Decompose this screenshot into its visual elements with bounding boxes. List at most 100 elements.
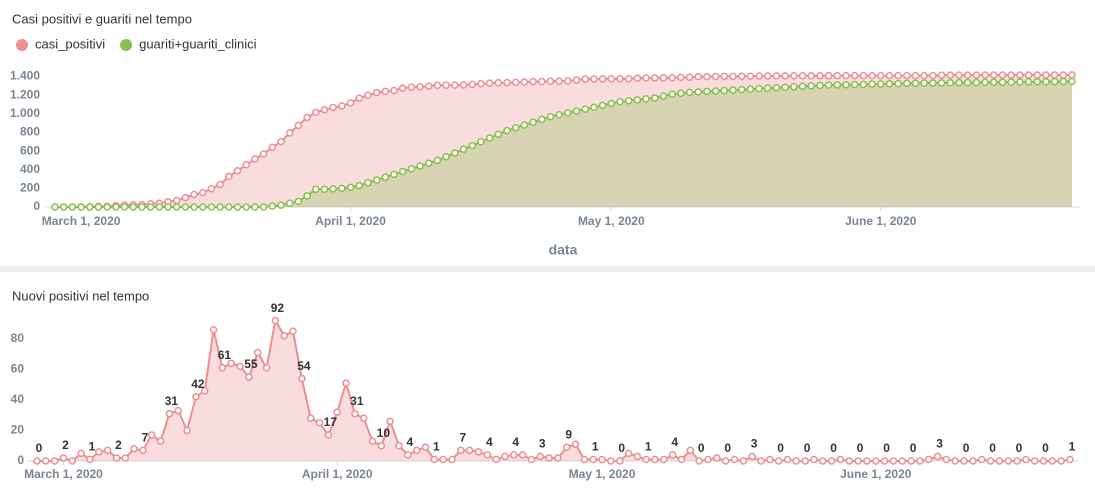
point [112,203,120,211]
point [1048,457,1057,465]
data-label: 4 [512,435,519,449]
point [685,88,694,97]
point [398,167,407,176]
point [545,454,553,462]
point [172,203,181,211]
point [739,457,748,465]
chart-title: Nuovi positivi nel tempo [12,288,149,303]
point [459,145,468,153]
point [633,96,642,104]
point [686,446,695,455]
point [390,170,398,179]
point [880,457,889,465]
point [421,443,430,452]
point [312,185,320,194]
point [937,79,946,87]
point [271,316,280,325]
point [245,373,253,381]
point [529,118,537,126]
data-label: 0 [777,441,784,455]
point [677,73,685,82]
point [95,448,103,456]
point [1059,77,1068,86]
point [129,203,137,211]
x-tick-label: April 1, 2020 [315,214,386,228]
point [816,81,824,90]
point [294,197,303,206]
point [451,149,459,157]
point [721,457,730,465]
point [94,203,103,211]
point [986,457,995,465]
data-label: 0 [989,441,996,455]
point [772,83,781,92]
point [225,172,233,181]
point [824,81,833,89]
y-tick-label: 60 [11,362,25,376]
point [483,451,492,459]
point [381,87,390,96]
point [172,196,181,205]
point [342,379,350,387]
point [1024,71,1033,79]
point [659,92,668,100]
point [306,414,315,423]
data-label: 1 [89,440,96,454]
point [850,71,859,80]
data-label: 7 [459,430,466,444]
data-label: 1 [592,440,599,454]
point [581,75,589,83]
point [259,150,268,158]
point [580,455,589,464]
y-tick-label: 400 [20,162,40,176]
point [554,454,562,462]
point [511,124,520,132]
point [372,176,381,184]
point [407,165,416,173]
area [37,320,1070,461]
point [338,184,346,193]
data-label: 3 [539,437,546,451]
point [720,86,729,95]
point [898,457,906,465]
point [298,374,306,383]
point [50,457,59,465]
point [268,143,277,152]
point [955,78,963,87]
point [121,454,130,462]
point [227,359,235,368]
point [633,452,642,461]
point [199,203,207,211]
point [218,364,227,372]
point [280,332,288,340]
point [518,451,527,459]
point [494,130,503,139]
point [364,91,372,100]
data-label: 31 [165,394,179,408]
point [112,454,121,462]
point [833,71,842,80]
point [624,75,633,83]
point [903,71,911,80]
point [381,173,390,181]
point [872,457,880,465]
point [885,71,894,80]
point [303,192,311,200]
point [642,74,650,82]
data-label: 2 [62,438,69,452]
point [527,455,536,464]
point [1004,457,1012,465]
point [651,94,659,102]
point [242,203,250,211]
legend-swatch [16,39,28,51]
point [207,203,216,211]
point [757,457,765,465]
point [1016,78,1024,86]
point [236,362,244,371]
point [998,78,1007,86]
legend-swatch [120,39,133,51]
point [192,393,200,401]
y-tick-label: 800 [20,125,40,139]
point [130,445,138,453]
